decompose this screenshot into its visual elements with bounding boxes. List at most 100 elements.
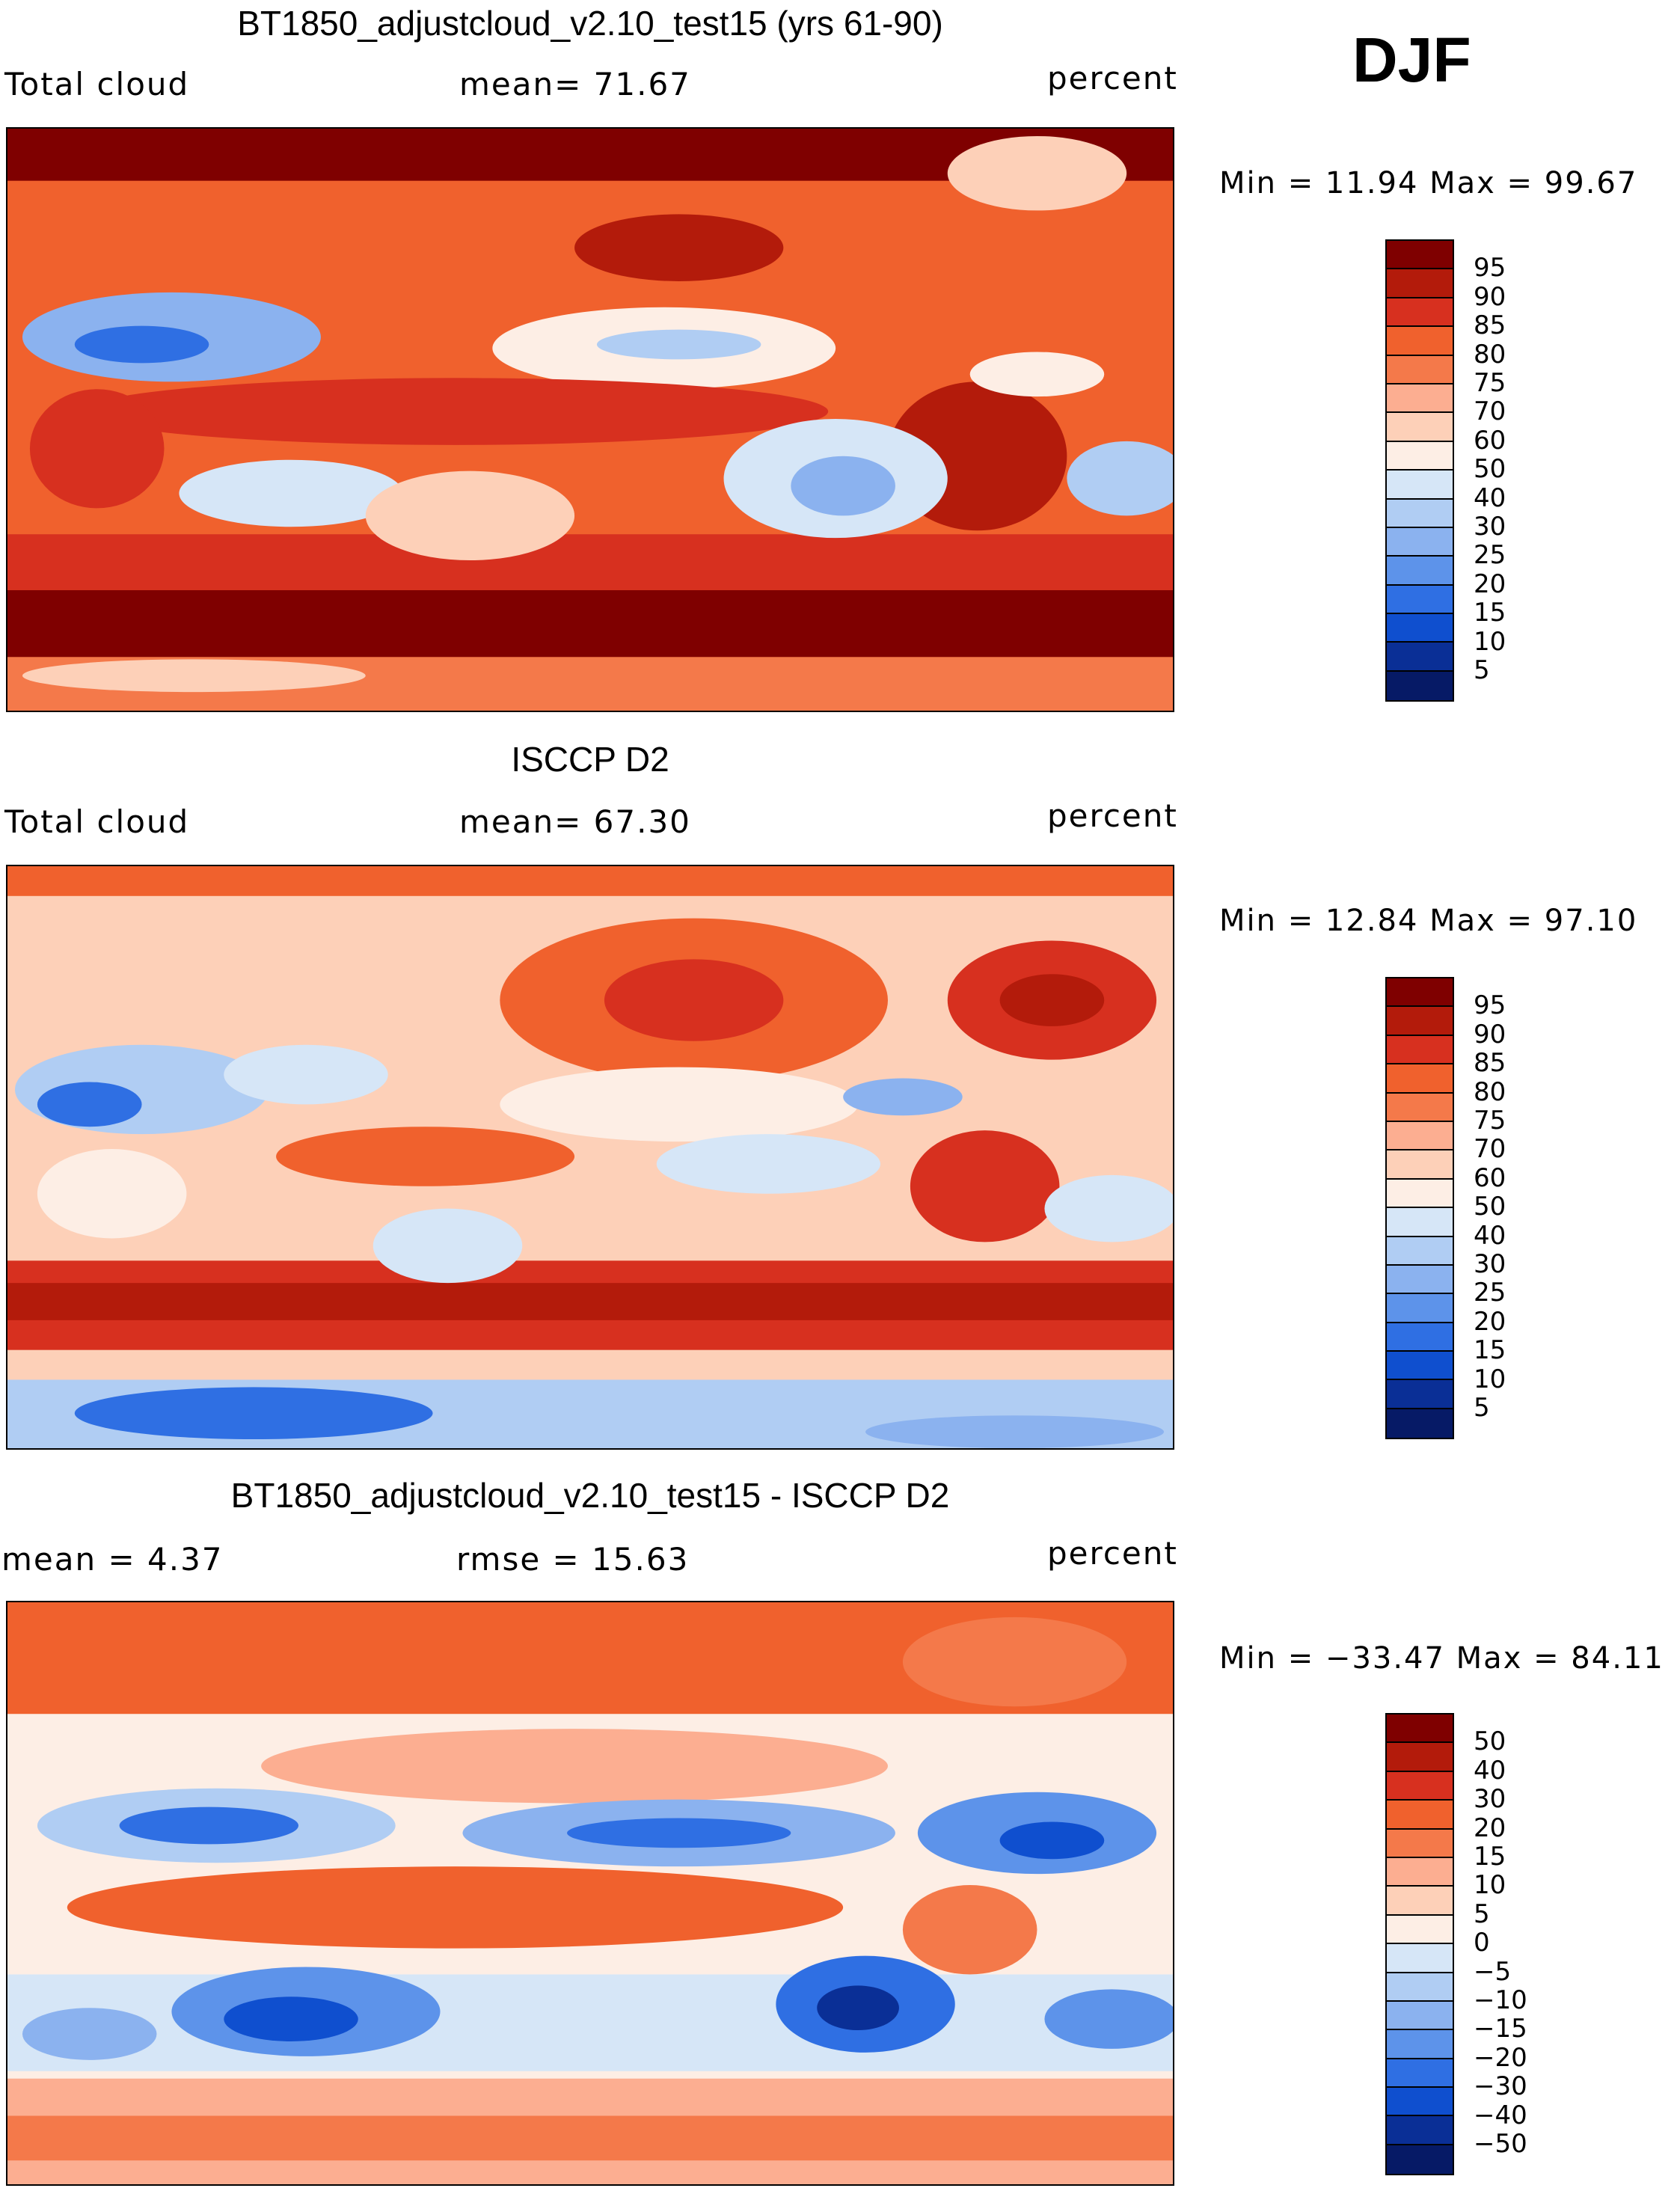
colorbar-segment	[1387, 441, 1453, 471]
colorbar-tick-label: −15	[1474, 2014, 1527, 2044]
colorbar-tick-label: 10	[1474, 626, 1506, 657]
colorbar-tick-label: 30	[1474, 512, 1506, 542]
colorbar-tick-label: −50	[1474, 2129, 1527, 2159]
colorbar-segment	[1387, 1771, 1453, 1801]
panel-2-minmax: Min = 12.84 Max = 97.10	[1219, 904, 1638, 938]
colorbar-segment	[1387, 241, 1453, 270]
panel-1-colorbar-box	[1385, 239, 1454, 702]
colorbar-tick-label: 95	[1474, 990, 1506, 1021]
colorbar-segment	[1387, 269, 1453, 298]
panel-1-colorbar	[1385, 239, 1454, 702]
panel-3-minmax: Min = −33.47 Max = 84.11	[1219, 1641, 1664, 1676]
panel-3-colorbar	[1385, 1713, 1454, 2176]
colorbar-tick-label: 30	[1474, 1249, 1506, 1279]
colorbar-segment	[1387, 1801, 1453, 1830]
colorbar-tick-label: 95	[1474, 253, 1506, 284]
colorbar-segment	[1387, 1409, 1453, 1438]
panel-2-colorbar-box	[1385, 977, 1454, 1440]
colorbar-tick-label: 90	[1474, 281, 1506, 312]
colorbar-tick-label: 10	[1474, 1870, 1506, 1901]
panel-3-map-graphic	[7, 1602, 1173, 2184]
colorbar-segment	[1387, 614, 1453, 643]
colorbar-tick-label: 50	[1474, 454, 1506, 485]
colorbar-segment	[1387, 1208, 1453, 1237]
panel-2-map	[6, 865, 1174, 1450]
colorbar-tick-label: 80	[1474, 1076, 1506, 1107]
colorbar-segment	[1387, 1857, 1453, 1887]
colorbar-tick-label: 5	[1474, 1393, 1490, 1423]
colorbar-segment	[1387, 1294, 1453, 1323]
colorbar-segment	[1387, 527, 1453, 557]
colorbar-tick-label: 15	[1474, 1335, 1506, 1366]
colorbar-segment	[1387, 1380, 1453, 1409]
colorbar-tick-label: 60	[1474, 425, 1506, 456]
colorbar-tick-label: 75	[1474, 1106, 1506, 1136]
panel-2-title: ISCCP D2	[511, 740, 669, 779]
colorbar-tick-label: 50	[1474, 1726, 1506, 1757]
colorbar-tick-label: 40	[1474, 482, 1506, 513]
panel-1-left-label: Total cloud	[4, 66, 190, 102]
colorbar-segment	[1387, 327, 1453, 356]
colorbar-segment	[1387, 1179, 1453, 1209]
colorbar-segment	[1387, 557, 1453, 586]
colorbar-segment	[1387, 585, 1453, 615]
panel-3-left-label: mean = 4.37	[1, 1541, 224, 1578]
colorbar-segment	[1387, 1352, 1453, 1381]
panel-2-map-graphic	[7, 866, 1173, 1448]
panel-3-colorbar-box	[1385, 1713, 1454, 2176]
colorbar-segment	[1387, 1829, 1453, 1858]
colorbar-segment	[1387, 1973, 1453, 2002]
colorbar-segment	[1387, 2088, 1453, 2117]
colorbar-segment	[1387, 1121, 1453, 1151]
colorbar-tick-label: 15	[1474, 598, 1506, 628]
colorbar-segment	[1387, 643, 1453, 672]
colorbar-tick-label: 40	[1474, 1220, 1506, 1251]
panel-3-map	[6, 1601, 1174, 2186]
colorbar-tick-label: 30	[1474, 1784, 1506, 1815]
colorbar-segment	[1387, 2001, 1453, 2031]
colorbar-segment	[1387, 1944, 1453, 1973]
colorbar-segment	[1387, 1887, 1453, 1916]
colorbar-segment	[1387, 1035, 1453, 1065]
colorbar-tick-label: 60	[1474, 1162, 1506, 1193]
colorbar-tick-label: 20	[1474, 1306, 1506, 1337]
panel-2-right-label: percent	[1047, 797, 1178, 834]
colorbar-tick-label: 85	[1474, 310, 1506, 341]
colorbar-tick-label: 25	[1474, 1278, 1506, 1308]
colorbar-tick-label: 80	[1474, 339, 1506, 370]
colorbar-segment	[1387, 2145, 1453, 2175]
colorbar-segment	[1387, 1093, 1453, 1122]
colorbar-segment	[1387, 413, 1453, 442]
colorbar-segment	[1387, 671, 1453, 701]
colorbar-segment	[1387, 1237, 1453, 1266]
colorbar-segment	[1387, 978, 1453, 1008]
colorbar-tick-label: 40	[1474, 1755, 1506, 1786]
colorbar-segment	[1387, 2030, 1453, 2059]
colorbar-tick-label: 5	[1474, 655, 1490, 685]
panel-2-center-label: mean= 67.30	[459, 803, 691, 840]
panel-2-left-label: Total cloud	[4, 803, 190, 840]
panel-1-title: BT1850_adjustcloud_v2.10_test15 (yrs 61-…	[237, 4, 943, 43]
panel-3-center-label: rmse = 15.63	[456, 1541, 690, 1578]
panel-3-title: BT1850_adjustcloud_v2.10_test15 - ISCCP …	[230, 1476, 950, 1515]
colorbar-tick-label: 0	[1474, 1928, 1490, 1958]
colorbar-segment	[1387, 1007, 1453, 1036]
colorbar-tick-label: 20	[1474, 569, 1506, 599]
panel-1-center-label: mean= 71.67	[459, 66, 691, 102]
colorbar-segment	[1387, 1915, 1453, 1945]
panel-1-map	[6, 127, 1174, 712]
colorbar-segment	[1387, 2059, 1453, 2089]
colorbar-segment	[1387, 499, 1453, 528]
colorbar-tick-label: 25	[1474, 540, 1506, 571]
colorbar-tick-label: 20	[1474, 1812, 1506, 1843]
colorbar-tick-label: 10	[1474, 1364, 1506, 1394]
panel-2-colorbar	[1385, 977, 1454, 1440]
colorbar-segment	[1387, 1323, 1453, 1352]
season-label: DJF	[1352, 25, 1471, 95]
colorbar-segment	[1387, 1265, 1453, 1295]
panel-3-right-label: percent	[1047, 1535, 1178, 1572]
colorbar-tick-label: −40	[1474, 2100, 1527, 2130]
colorbar-tick-label: 70	[1474, 1134, 1506, 1165]
panel-1-map-graphic	[7, 129, 1173, 711]
colorbar-segment	[1387, 355, 1453, 384]
